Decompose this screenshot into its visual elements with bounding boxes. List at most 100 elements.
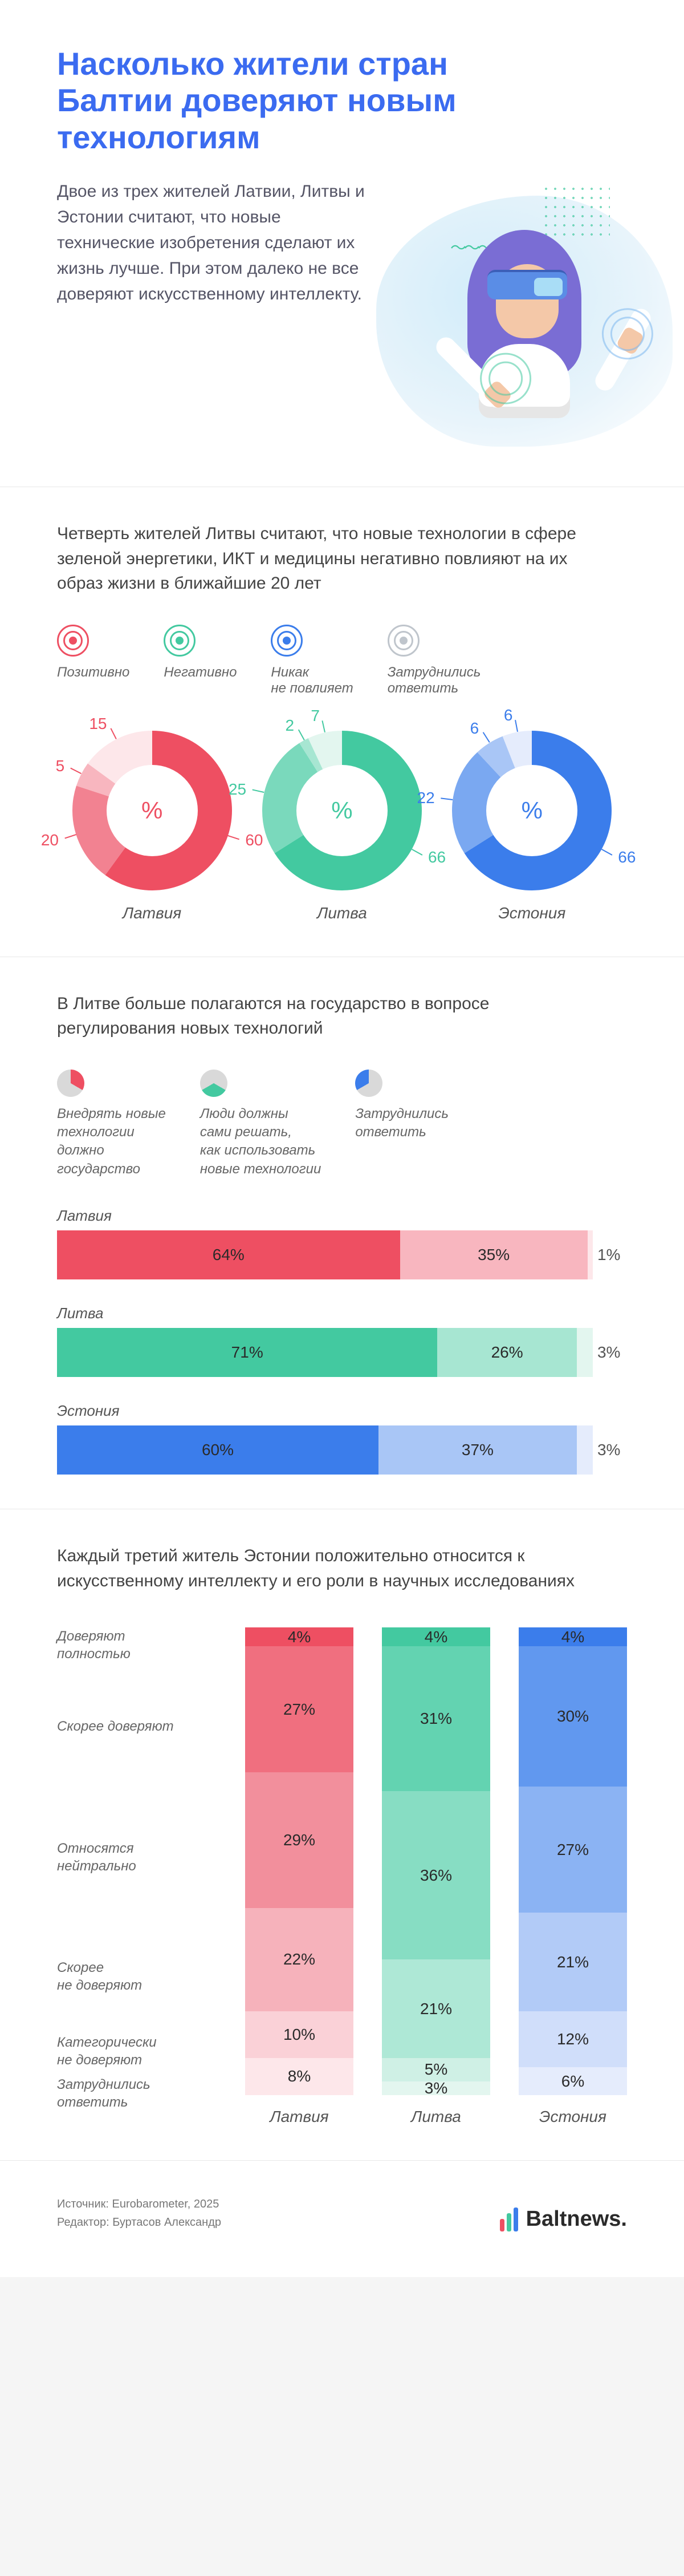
stack-segment: 4% [519,1627,627,1646]
stacked-column: 4%30%27%21%12%6%Эстония [519,1627,627,2126]
stack-segment: 5% [382,2058,490,2081]
country-label: Литва [57,1305,627,1322]
vr-person-icon [433,213,638,441]
stack-segment: 8% [245,2058,353,2096]
hbar-chart: Латвия64%35%1%Литва71%26%3%Эстония60%37%… [57,1207,627,1475]
slice-label: 66 [428,848,446,866]
row-label: Относятся нейтрально [57,1789,228,1925]
mini-pie-icon [355,1070,382,1097]
country-label: Латвия [123,904,181,922]
row-label: Скорее доверяют [57,1663,228,1789]
brand: Baltnews. [500,2207,627,2231]
mini-pie-icon [200,1070,227,1097]
stack-segment: 21% [519,1913,627,2011]
legend-label: Позитивно [57,665,129,681]
section-regulation: В Литве больше полагаются на государство… [0,957,684,1509]
stack-segment: 4% [382,1627,490,1646]
legend-item: Люди должны сами решать, как использоват… [200,1070,321,1179]
slice-label: 15 [89,715,107,733]
brand-name: Baltnews. [526,2207,627,2231]
donut-row: %6020515Латвия%662527Литва%662266Эстония [57,731,627,922]
legend-item: Позитивно [57,625,129,696]
legend: Внедрять новые технологии должно государ… [57,1070,627,1179]
legend-item: Затруднились ответить [388,625,481,696]
bar-segment: 3% [577,1425,593,1475]
stack-segment: 22% [245,1908,353,2011]
legend-item: Никак не повлияет [271,625,353,696]
hero-title: Насколько жители стран Балтии доверяют н… [57,46,513,156]
bar-segment: 71% [57,1328,437,1377]
row-labels: Доверяют полностьюСкорее доверяютОтносят… [57,1627,228,2095]
brand-bars-icon [500,2208,518,2231]
legend-label: Люди должны сами решать, как использоват… [200,1105,321,1179]
infographic-page: Насколько жители стран Балтии доверяют н… [0,0,684,2277]
stack-segment: 3% [382,2081,490,2096]
stack-segment: 27% [519,1787,627,1913]
section-title: Каждый третий житель Эстонии положительн… [57,1544,581,1593]
row-label: Доверяют полностью [57,1627,228,1663]
country-label: Эстония [498,904,565,922]
hbar-row: Литва 71%26%3% [57,1305,627,1377]
editor-text: Редактор: Буртасов Александр [57,2213,221,2231]
slice-label: 22 [417,789,435,807]
slice-label: 6 [470,719,479,738]
slice-label: 60 [245,831,263,849]
country-label: Литва [317,904,367,922]
stack-segment: 10% [245,2011,353,2058]
stacked-column: 4%31%36%21%5%3%Литва [382,1627,490,2126]
stack-segment: 29% [245,1772,353,1908]
bar-segment: 35% [400,1230,588,1279]
donut-chart: %662266Эстония [437,731,627,922]
section-title: Четверть жителей Литвы считают, что новы… [57,521,581,596]
donut-chart: %6020515Латвия [57,731,247,922]
legend-item: Негативно [164,625,237,696]
row-label: Скорее не доверяют [57,1925,228,2028]
legend-label: Внедрять новые технологии должно государ… [57,1105,166,1179]
bar-segment: 1% [588,1230,593,1279]
section-ai-trust: Каждый третий житель Эстонии положительн… [0,1509,684,2160]
stack-segment: 21% [382,1959,490,2057]
bar-segment: 60% [57,1425,378,1475]
legend-label: Никак не повлияет [271,665,353,696]
country-label: Латвия [57,1207,627,1225]
stack-segment: 4% [245,1627,353,1646]
stack-segment: 12% [519,2011,627,2067]
hbar-row: Латвия64%35%1% [57,1207,627,1279]
legend-label: Негативно [164,665,237,681]
slice-label: 25 [229,780,246,799]
target-icon [271,625,303,657]
legend-item: Затруднились ответить [355,1070,449,1142]
donut-chart: %662527Литва [247,731,437,922]
donut-center: % [486,765,577,856]
legend-item: Внедрять новые технологии должно государ… [57,1070,166,1179]
slice-label: 7 [311,707,320,725]
bar-segment: 37% [378,1425,577,1475]
hero: Насколько жители стран Балтии доверяют н… [0,0,684,487]
stacked-column: 4%27%29%22%10%8%Латвия [245,1627,353,2126]
legend-label: Затруднились ответить [388,665,481,696]
stack-segment: 31% [382,1646,490,1791]
hero-lead: Двое из трех жителей Латвии, Литвы и Эст… [57,179,365,452]
row-label: Категорически не доверяют [57,2028,228,2075]
stack-segment: 30% [519,1646,627,1787]
donut-center: % [107,765,198,856]
donut-center: % [296,765,388,856]
footer: Источник: Eurobarometer, 2025 Редактор: … [0,2160,684,2277]
hbar-row: Эстония60%37%3% [57,1402,627,1475]
slice-label: 6 [504,706,513,724]
stack-segment: 6% [519,2067,627,2095]
bar-segment: 3% [577,1328,593,1377]
row-label: Затруднились ответить [57,2075,228,2112]
target-icon [57,625,89,657]
stacked-columns: 4% 27% 29%22%10%8% Латвия 4%31%36%21%5%3%Лит… [245,1627,627,2126]
section-title: В Литве больше полагаются на государство… [57,991,581,1041]
country-label: Латвия [270,2108,328,2126]
slice-label: 2 [286,716,295,735]
mini-pie-icon [57,1070,84,1097]
slice-label: 66 [618,848,636,866]
slice-label: 5 [56,757,65,775]
bar-segment: 26% [437,1328,576,1377]
legend-label: Затруднились ответить [355,1105,449,1142]
section-impact: Четверть жителей Литвы считают, что новы… [0,487,684,957]
hero-illustration [388,179,627,452]
